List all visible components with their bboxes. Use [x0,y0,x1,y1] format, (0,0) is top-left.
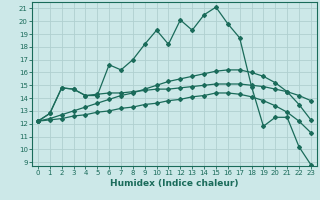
X-axis label: Humidex (Indice chaleur): Humidex (Indice chaleur) [110,179,239,188]
